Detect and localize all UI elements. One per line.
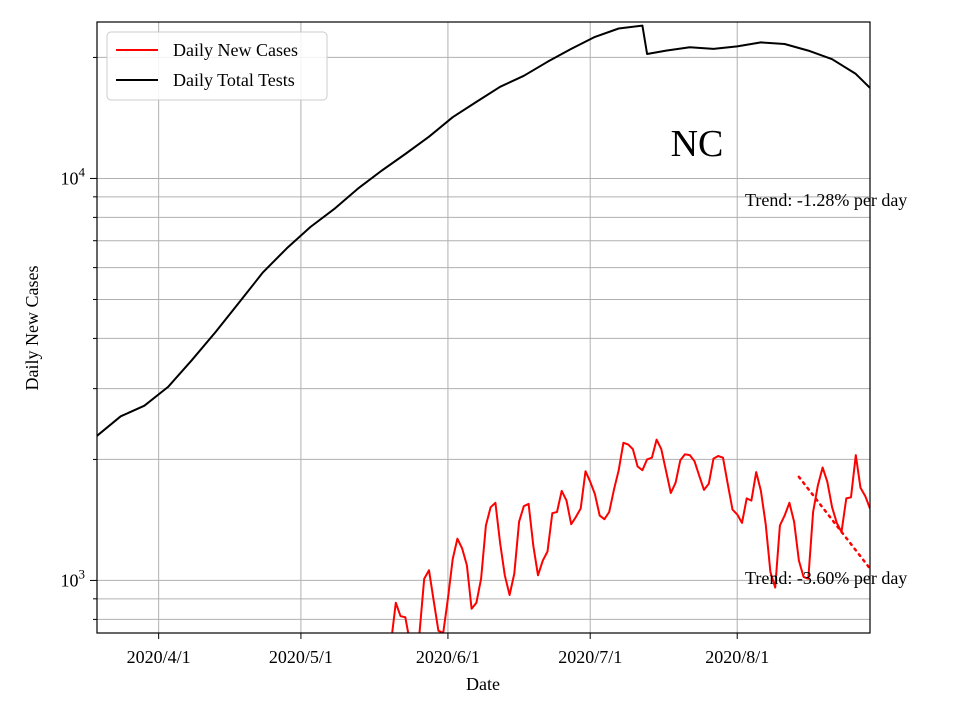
trend-label-cases: Trend: -3.60% per day bbox=[745, 568, 907, 588]
chart-title: NC bbox=[671, 123, 724, 165]
legend-label-daily-total-tests: Daily Total Tests bbox=[173, 70, 295, 90]
series-layer bbox=[97, 24, 870, 633]
trend-label-tests: Trend: -1.28% per day bbox=[745, 190, 907, 210]
x-tick-label: 2020/5/1 bbox=[269, 647, 333, 667]
axis-ticks: 2020/4/1 2020/5/1 2020/6/1 2020/7/1 2020/8/1… bbox=[61, 56, 769, 667]
legend-box bbox=[106, 31, 328, 101]
series-line-daily-total-tests bbox=[97, 24, 870, 437]
x-tick-label: 2020/6/1 bbox=[416, 647, 480, 667]
y-tick-label: 104 bbox=[61, 164, 86, 188]
grid-lines bbox=[97, 22, 870, 633]
series-line-daily-new-cases bbox=[391, 438, 870, 633]
x-tick-label: 2020/4/1 bbox=[127, 647, 191, 667]
x-tick-label: 2020/7/1 bbox=[558, 647, 622, 667]
x-tick-label: 2020/8/1 bbox=[705, 647, 769, 667]
plot-area bbox=[97, 22, 870, 633]
legend: Daily New Cases Daily Total Tests bbox=[106, 31, 328, 101]
x-axis-label: Date bbox=[466, 674, 500, 694]
y-tick-label: 103 bbox=[61, 566, 86, 590]
trend-line bbox=[797, 475, 870, 570]
legend-label-daily-new-cases: Daily New Cases bbox=[173, 40, 298, 60]
y-axis-label: Daily New Cases bbox=[22, 266, 42, 391]
plot-frame bbox=[96, 21, 871, 634]
